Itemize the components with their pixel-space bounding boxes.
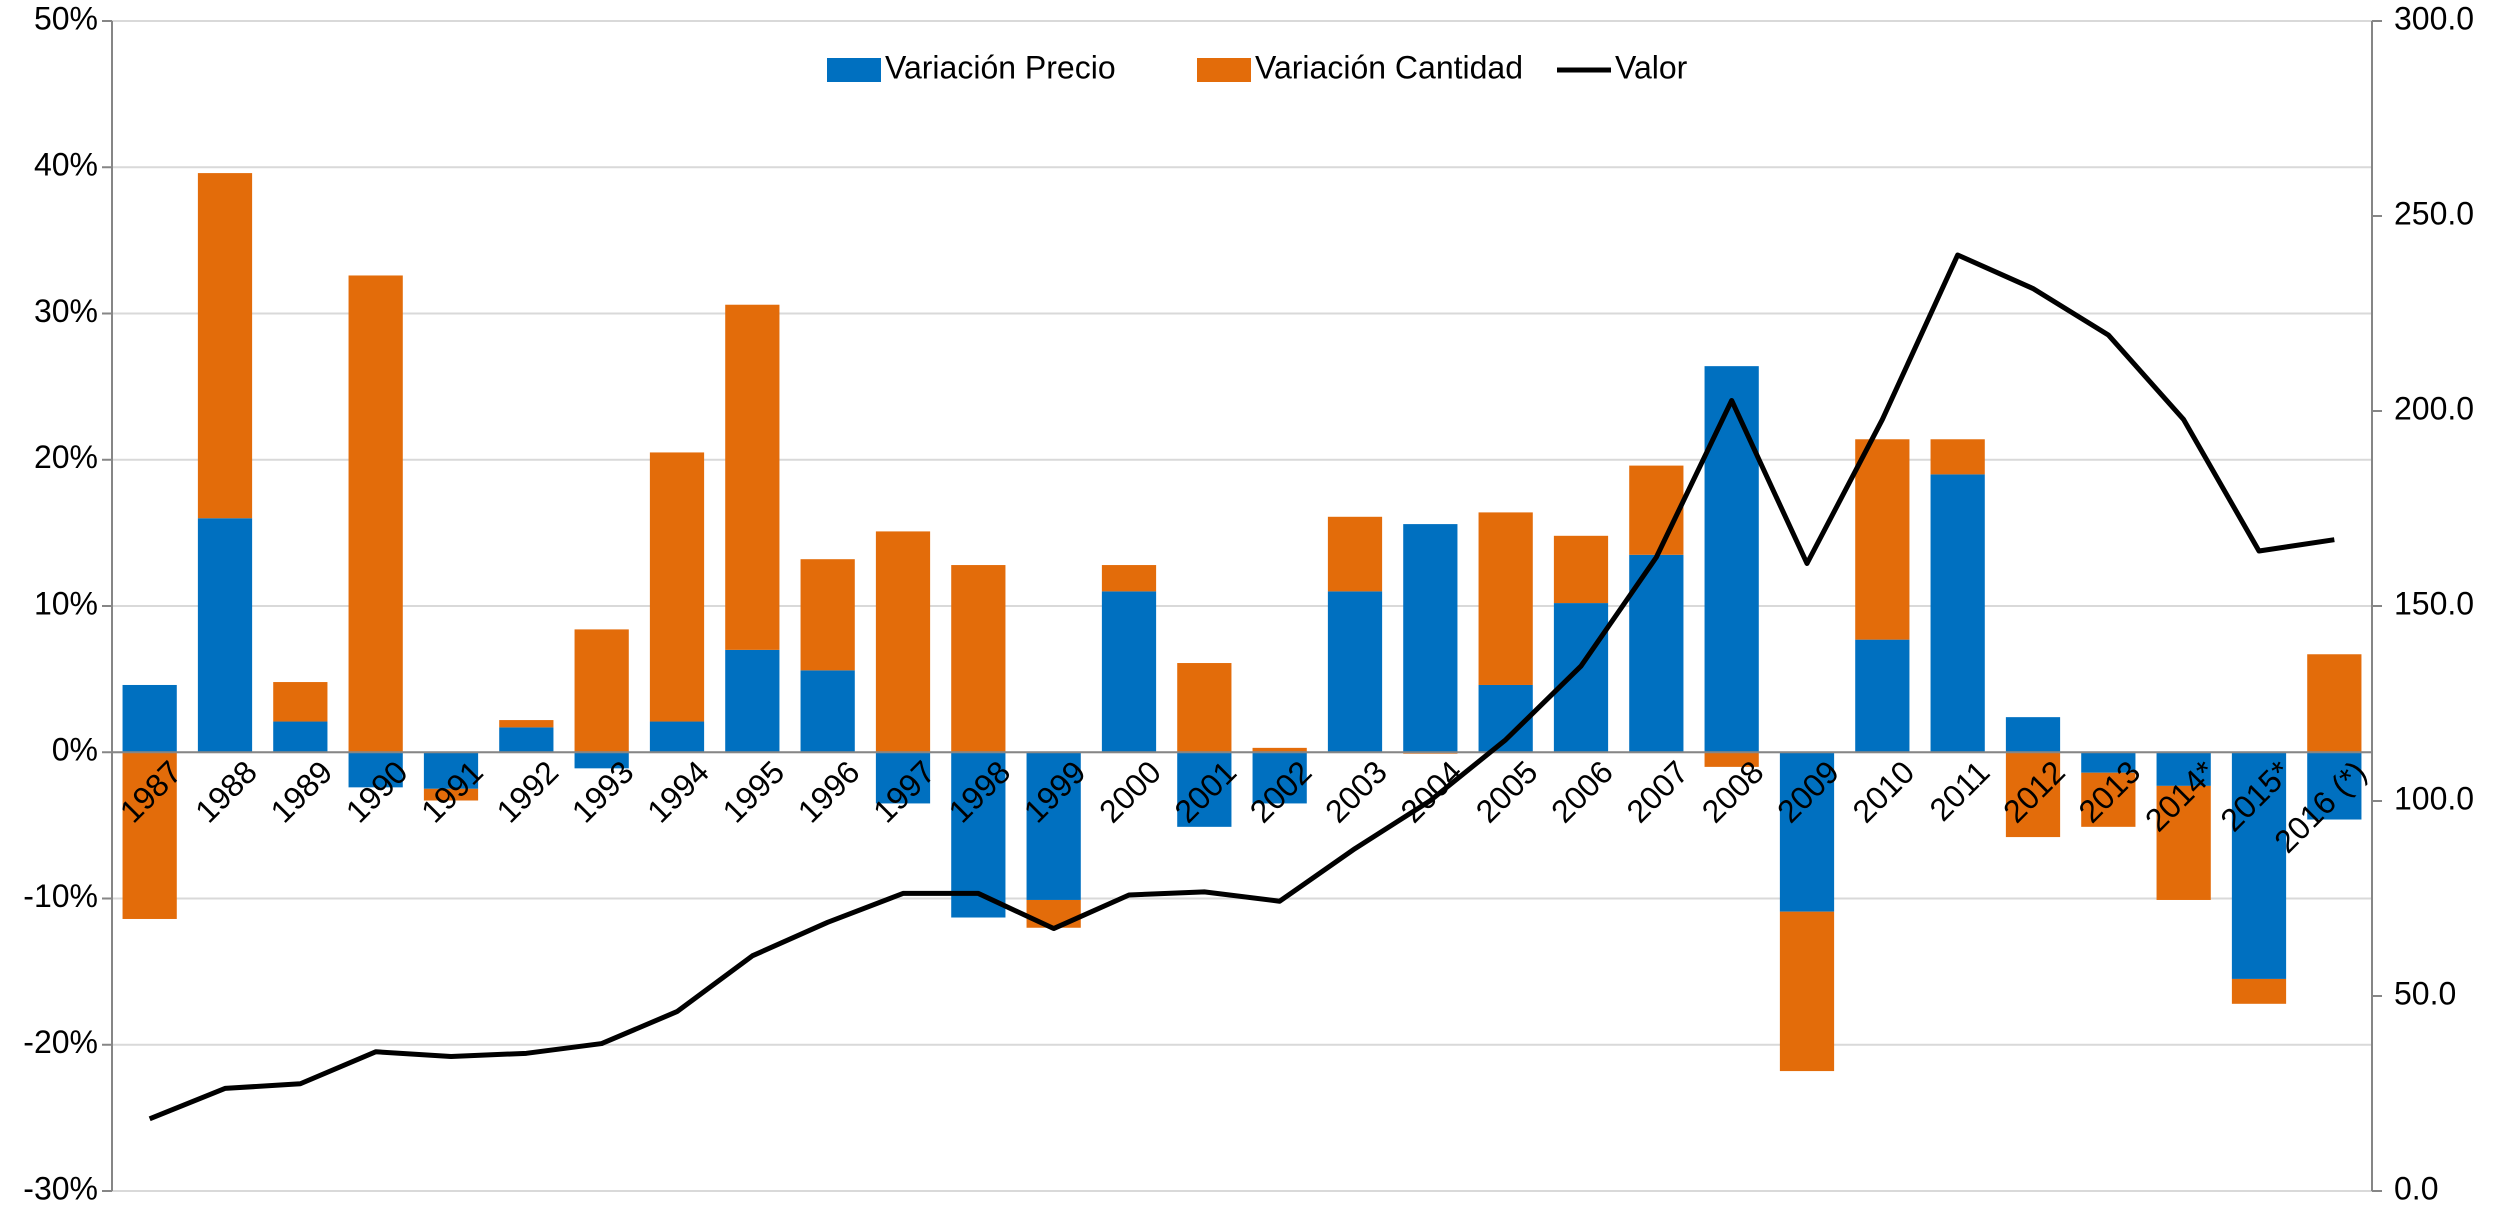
y2-tick-label: 100.0: [2394, 780, 2474, 816]
y2-tick-label: 200.0: [2394, 390, 2474, 426]
bar: [423, 788, 479, 801]
bar: [1930, 439, 1985, 475]
bar: [2231, 978, 2287, 1004]
bar: [1327, 591, 1383, 753]
bar: [122, 684, 177, 753]
bar: [1101, 591, 1157, 753]
y2-tick-label: 150.0: [2394, 585, 2474, 621]
bar: [2005, 752, 2061, 838]
x-tick-label: 2006: [1544, 754, 1620, 830]
bar: [1629, 465, 1684, 555]
y-tick-label: 50%: [34, 0, 98, 36]
x-tick-label: 1992: [489, 754, 565, 830]
bar: [649, 721, 705, 753]
y-tick-label: -20%: [23, 1024, 98, 1060]
legend-label: Variación Cantidad: [1255, 49, 1523, 85]
y2-tick-label: 250.0: [2394, 195, 2474, 231]
bar: [1553, 535, 1609, 604]
bar: [2081, 772, 2136, 827]
bar: [2307, 752, 2362, 820]
bar: [951, 565, 1006, 753]
x-tick-label: 1994: [640, 754, 716, 830]
x-tick-label: 1988: [188, 754, 264, 830]
bar: [800, 670, 855, 753]
y-tick-label: 10%: [34, 585, 98, 621]
bar: [875, 752, 931, 804]
y-tick-label: 40%: [34, 147, 98, 183]
legend: Variación Precio Variación Cantidad Valor: [827, 49, 1688, 85]
bar: [1704, 752, 1759, 767]
y2-tick-label: 0.0: [2394, 1170, 2438, 1206]
y2-tick-label: 300.0: [2394, 0, 2474, 36]
bar: [1930, 474, 1985, 753]
legend-swatch: [827, 58, 881, 82]
bar: [574, 629, 629, 753]
bar: [348, 275, 403, 753]
bar: [2081, 752, 2136, 773]
x-tick-label: 2005: [1469, 754, 1545, 830]
legend-label: Valor: [1615, 49, 1688, 85]
bar: [725, 304, 780, 650]
bar: [574, 752, 629, 769]
bar: [197, 173, 253, 519]
bar: [1779, 911, 1835, 1072]
bar: [1478, 512, 1533, 685]
bar: [499, 720, 554, 728]
x-tick-label: 1996: [791, 754, 867, 830]
x-tick-label: 1995: [715, 754, 791, 830]
y-tick-label: -30%: [23, 1170, 98, 1206]
bar: [2156, 752, 2211, 786]
bar: [1403, 524, 1458, 753]
bar: [499, 727, 554, 753]
bar: [1177, 663, 1232, 753]
bar: [197, 518, 253, 753]
y-tick-label: 30%: [34, 293, 98, 329]
bar: [273, 721, 328, 753]
x-tick-label: 2010: [1845, 754, 1921, 830]
bar: [2307, 654, 2362, 753]
line: [148, 252, 2335, 1122]
y-tick-label: 20%: [34, 439, 98, 475]
y2-tick-label: 50.0: [2394, 975, 2456, 1011]
bar: [1327, 516, 1383, 592]
bar: [649, 452, 705, 722]
bar: [122, 752, 177, 919]
bar: [800, 559, 855, 671]
bar: [423, 752, 479, 789]
bar: [1855, 439, 1910, 640]
bar: [1252, 747, 1307, 753]
legend-swatch: [1197, 58, 1251, 82]
x-tick-label: 1989: [263, 754, 339, 830]
x-tick-label: 2003: [1318, 754, 1394, 830]
bar: [1026, 899, 1081, 928]
bar: [951, 752, 1006, 918]
bar: [1855, 639, 1910, 753]
bar: [2005, 717, 2061, 753]
legend-label: Variación Precio: [885, 49, 1116, 85]
x-tick-label: 2000: [1092, 754, 1168, 830]
bar: [2156, 785, 2211, 900]
bar: [1553, 603, 1609, 753]
x-tick-label: 2007: [1619, 754, 1695, 830]
bar: [1704, 366, 1759, 753]
bar: [725, 649, 780, 753]
bar: [1177, 752, 1232, 827]
bar: [1026, 752, 1081, 900]
y-tick-label: 0%: [52, 732, 98, 768]
bar: [1101, 565, 1157, 592]
bar: [348, 752, 403, 788]
bar: [1779, 752, 1835, 912]
bar: [875, 531, 931, 753]
bar: [2231, 752, 2287, 979]
bar: [1252, 752, 1307, 804]
y-tick-label: -10%: [23, 878, 98, 914]
x-tick-label: 2011: [1922, 754, 1996, 828]
bar: [273, 682, 328, 722]
